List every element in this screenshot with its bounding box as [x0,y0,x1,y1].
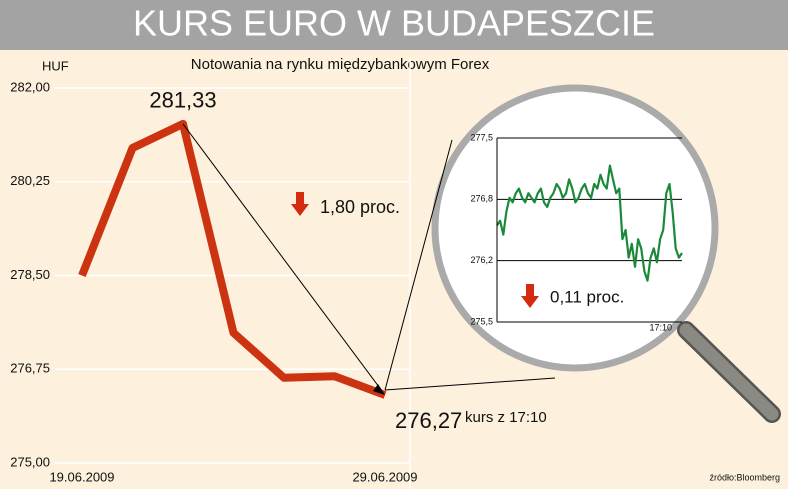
title-bar [0,0,788,50]
x-tick-label: 29.06.2009 [352,469,417,484]
y-tick-label: 275,00 [10,454,50,469]
y-tick-label: 276,75 [10,361,50,376]
data-line [496,164,683,282]
down-arrow [521,284,539,308]
subtitle: Notowania na rynku międzybankowym Forex [191,56,490,73]
value-label: 281,33 [149,88,216,113]
value-label: 276,27 [395,408,462,433]
arrow-head [373,383,385,395]
y-axis-label: HUF [42,58,69,73]
y-tick-label: 276,8 [470,194,493,204]
x-tick-label: 19.06.2009 [49,469,114,484]
magnifier-lens [431,84,719,372]
y-tick-label: 278,50 [10,267,50,282]
y-tick-label: 280,25 [10,173,50,188]
connector [182,123,383,392]
x-tick-label: 17:10 [649,322,672,332]
annotation: 1,80 proc. [320,197,400,217]
y-tick-label: 282,00 [10,79,50,94]
annotation: 0,11 proc. [550,287,624,306]
y-tick-label: 275,5 [470,316,493,326]
magnifier-handle-inner [679,323,779,421]
annotation: kurs z 17:10 [465,409,547,426]
data-line [78,119,387,399]
source: źródło:Bloomberg [709,472,780,482]
zoom-line [384,139,453,391]
y-tick-label: 277,5 [470,132,493,142]
zoom-line [384,377,556,391]
down-arrow [291,192,309,216]
y-tick-label: 276,2 [470,255,493,265]
chart-title: KURS EURO W BUDAPESZCIE [133,3,655,44]
